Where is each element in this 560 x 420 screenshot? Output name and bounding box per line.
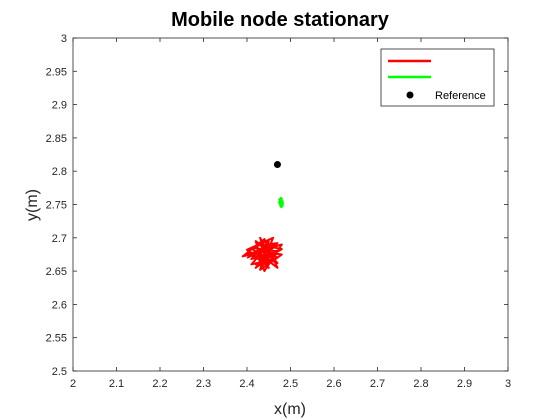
x-tick-label: 2.2	[152, 378, 167, 390]
x-tick-label: 2.3	[196, 378, 211, 390]
x-tick-labels: 2 2.1 2.2 2.3 2.4 2.5 2.6 2.7 2.8 2.9 3	[70, 378, 511, 390]
x-axis-label: x(m)	[274, 401, 306, 418]
x-tick-label: 2.1	[109, 378, 124, 390]
y-axis-label: y(m)	[24, 189, 41, 221]
legend-marker-reference	[406, 91, 414, 99]
x-tick-label: 2	[70, 378, 76, 390]
y-tick-label: 2.5	[52, 366, 67, 378]
y-tick-label: 2.9	[52, 100, 67, 112]
y-tick-label: 2.7	[52, 233, 67, 245]
y-tick-label: 2.55	[46, 333, 67, 345]
ticks	[72, 37, 509, 372]
y-tick-label: 2.65	[46, 266, 67, 278]
legend-label-reference: Reference	[435, 90, 486, 102]
x-tick-label: 2.4	[239, 378, 254, 390]
y-tick-label: 2.8	[52, 166, 67, 178]
y-tick-label: 2.75	[46, 200, 67, 212]
x-tick-label: 2.8	[413, 378, 428, 390]
axes-box	[72, 37, 509, 372]
x-tick-label: 2.9	[457, 378, 472, 390]
series-layer	[241, 161, 285, 273]
y-tick-label: 2.6	[52, 299, 67, 311]
series-line-1	[277, 196, 285, 209]
series-line-0	[241, 236, 283, 273]
reference-point	[273, 161, 281, 169]
legend: Reference	[380, 48, 495, 107]
y-tick-label: 2.85	[46, 133, 67, 145]
x-tick-label: 2.7	[370, 378, 385, 390]
x-tick-label: 2.5	[283, 378, 298, 390]
y-tick-labels: 2.5 2.55 2.6 2.65 2.7 2.75 2.8 2.85 2.9 2.95 3	[46, 33, 67, 378]
x-tick-label: 2.6	[326, 378, 341, 390]
x-tick-label: 3	[505, 378, 511, 390]
chart-title: Mobile node stationary	[171, 9, 390, 31]
y-tick-label: 3	[61, 33, 67, 45]
y-tick-label: 2.95	[46, 66, 67, 78]
